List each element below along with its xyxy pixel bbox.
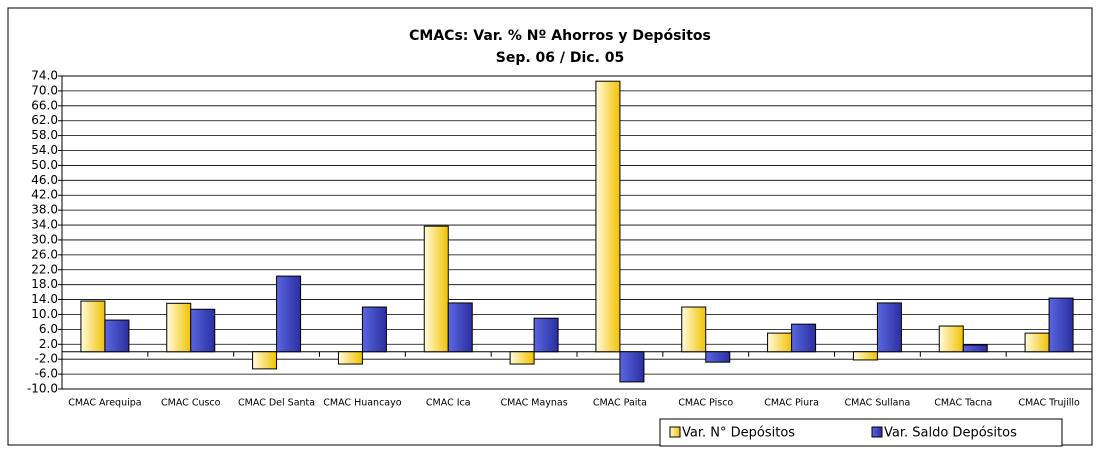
bar (938, 325, 964, 353)
y-tick-label: -10.0 (27, 382, 58, 396)
y-tick-label: 42.0 (31, 188, 58, 202)
bar (962, 344, 988, 353)
bar (705, 351, 731, 363)
y-tick-label: 2.0 (39, 337, 58, 351)
bar (361, 306, 387, 353)
x-tick-label: CMAC Del Santa (238, 398, 315, 409)
y-tick-label: 10.0 (31, 307, 58, 321)
y-tick-label: 62.0 (31, 113, 58, 127)
bar (1024, 332, 1050, 353)
y-tick-label: 54.0 (31, 143, 58, 157)
bar (337, 351, 363, 365)
bar (619, 351, 645, 383)
bar (447, 302, 473, 353)
bar (852, 351, 878, 361)
bar (276, 275, 302, 353)
bar (190, 308, 216, 353)
y-tick-label: 58.0 (31, 128, 58, 142)
y-tick-label: 46.0 (31, 173, 58, 187)
bar (509, 351, 535, 365)
legend-label: Var. Saldo Depósitos (884, 426, 1017, 441)
y-tick-label: 34.0 (31, 218, 58, 232)
bar (166, 302, 192, 353)
y-tick-label: 70.0 (31, 83, 58, 97)
y-tick-label: 66.0 (31, 98, 58, 112)
x-tick-label: CMAC Cusco (161, 398, 221, 409)
y-tick-label: 50.0 (31, 158, 58, 172)
x-tick-label: CMAC Paita (593, 398, 647, 409)
bar (681, 306, 707, 353)
legend-swatch (669, 426, 681, 438)
legend-swatch (871, 426, 883, 438)
bar (533, 317, 559, 353)
legend-label: Var. N° Depósitos (682, 426, 795, 441)
x-tick-label: CMAC Huancayo (323, 398, 401, 409)
x-tick-label: CMAC Tacna (934, 398, 992, 409)
bar (595, 80, 621, 353)
bar (1048, 297, 1074, 353)
bar (423, 225, 449, 353)
x-tick-label: CMAC Trujillo (1018, 398, 1080, 409)
x-tick-label: CMAC Arequipa (68, 398, 141, 409)
chart-subtitle: Sep. 06 / Dic. 05 (496, 50, 625, 66)
bar (104, 319, 130, 353)
bar (767, 332, 793, 353)
y-tick-label: 38.0 (31, 203, 58, 217)
chart-title: CMACs: Var. % Nº Ahorros y Depósitos (409, 28, 711, 44)
x-tick-label: CMAC Ica (426, 398, 471, 409)
bar (80, 300, 106, 353)
x-tick-label: CMAC Piura (764, 398, 819, 409)
x-tick-label: CMAC Maynas (500, 398, 567, 409)
chart-frame (7, 7, 1093, 446)
y-tick-label: 30.0 (31, 232, 58, 246)
x-tick-label: CMAC Sullana (845, 398, 911, 409)
y-tick-label: 6.0 (39, 322, 58, 336)
bar (791, 323, 817, 353)
y-tick-label: 18.0 (31, 277, 58, 291)
bar (252, 351, 278, 370)
y-tick-label: 74.0 (31, 69, 58, 83)
x-tick-label: CMAC Pisco (678, 398, 733, 409)
y-tick-label: -6.0 (35, 367, 58, 381)
plot-frame (61, 75, 1093, 390)
bar (876, 302, 902, 353)
y-tick-label: 26.0 (31, 247, 58, 261)
y-tick-label: 14.0 (31, 292, 58, 306)
legend-box (659, 418, 1063, 447)
y-tick-label: 22.0 (31, 262, 58, 276)
y-tick-label: -2.0 (35, 352, 58, 366)
